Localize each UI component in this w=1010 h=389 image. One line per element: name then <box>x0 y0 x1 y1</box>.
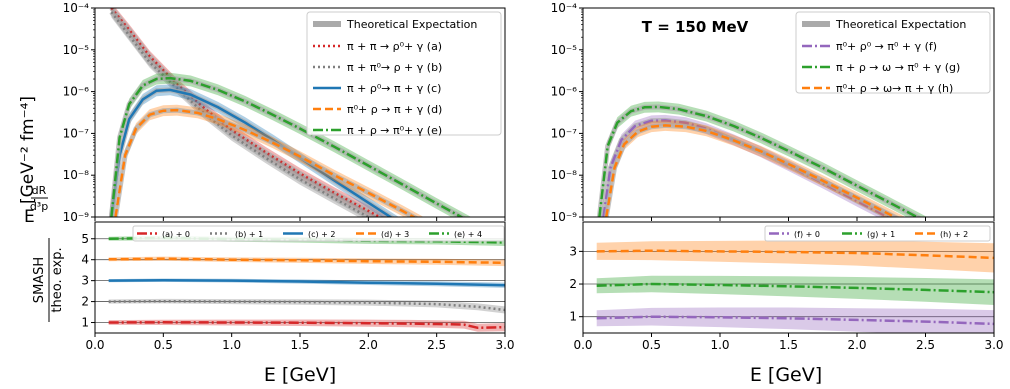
legend-label-e: π + ρ → π⁰+ γ (e) <box>347 124 442 137</box>
x-tick-label: 1.5 <box>290 338 309 352</box>
bottom-ylabel: SMASH theo. exp. <box>32 238 65 322</box>
plot-area <box>108 8 472 217</box>
series-line-(b) + 1 <box>108 299 505 312</box>
legend-box <box>764 225 991 242</box>
series-line-(d) + 3 <box>108 257 505 265</box>
legend-label-c: π + ρ⁰→ π + γ (c) <box>347 82 441 95</box>
x-tick-label: 2.0 <box>847 338 866 352</box>
series-line-(g) + 1 <box>596 282 994 294</box>
legend-box <box>132 225 505 242</box>
panel-top-left: 10⁻⁹ 10⁻⁸ 10⁻⁷ 10⁻⁶ 10⁻⁵ 10⁻⁴ Theoretical Expe… <box>63 1 506 224</box>
top-ylabel: E dR d³p [GeV⁻² fm⁻⁴] <box>18 96 48 227</box>
x-tick-label: 2.5 <box>427 338 446 352</box>
legend-label: (e) + 4 <box>454 230 482 239</box>
legend: Theoretical Expectation π⁰+ ρ⁰ → π⁰ + γ (… <box>795 11 991 95</box>
y-tick-label: 10⁻⁵ <box>551 43 578 57</box>
plot-area <box>596 240 994 333</box>
legend-label-g: π + ρ → ω → π⁰ + γ (g) <box>836 61 960 74</box>
plot-area <box>596 101 928 217</box>
series-line-g <box>598 105 920 217</box>
y-tick-label: 10⁻⁶ <box>551 85 578 99</box>
y-tick-label: 4 <box>81 253 89 267</box>
legend-label-b: π + π⁰→ ρ + γ (b) <box>347 61 442 74</box>
x-tick-label: 0.0 <box>573 338 592 352</box>
temperature-label: T = 150 MeV <box>642 18 749 36</box>
legend-label: (h) + 2 <box>940 230 968 239</box>
legend-label-h: π⁰+ ρ → ω→ π + γ (h) <box>836 82 953 95</box>
legend: (f) + 0 (g) + 1 (h) + 2 <box>764 225 991 242</box>
x-tick-label: 2.0 <box>359 338 378 352</box>
x-tick-label: 0.0 <box>85 338 104 352</box>
series-line-h <box>605 124 898 217</box>
series-line-c <box>110 88 393 217</box>
y-tick-label: 2 <box>569 277 577 291</box>
x-tick-label: 1.0 <box>222 338 241 352</box>
theory-line-a <box>109 8 385 217</box>
legend: (a) + 0 (b) + 1 (c) + 2 (d) + 3 (e) + 4 <box>132 225 505 242</box>
series-band-(b) + 1 <box>108 298 505 314</box>
y-tick-label: 10⁻⁷ <box>551 126 578 140</box>
legend-box <box>795 11 991 94</box>
legend-label: (c) + 2 <box>308 230 336 239</box>
y-tick-label: 2 <box>81 295 89 309</box>
legend-header: Theoretical Expectation <box>346 18 477 31</box>
panel-top-right: 10⁻⁹ 10⁻⁸ 10⁻⁷ 10⁻⁶ 10⁻⁵ 10⁻⁴ Theoretical Expe… <box>551 1 995 224</box>
series-band-(f) + 0 <box>596 307 994 333</box>
y-tick-label: 10⁻⁸ <box>551 168 578 182</box>
bottom-ylabel-line1: SMASH <box>32 257 47 303</box>
legend-label: (a) + 0 <box>162 230 190 239</box>
x-tick-label: 1.0 <box>710 338 729 352</box>
top-ylabel-frac-num: dR <box>32 184 47 197</box>
top-ylabel-frac-den: d³p <box>30 200 48 213</box>
x-tick-label: 3.0 <box>984 338 1003 352</box>
y-tick-label: 10⁻⁹ <box>63 210 90 224</box>
x-tick-label: 0.5 <box>154 338 173 352</box>
x-tick-label: 3.0 <box>495 338 514 352</box>
y-tick-label: 3 <box>569 244 577 258</box>
y-tick-label: 1 <box>569 310 577 324</box>
series-line-(c) + 2 <box>108 278 505 287</box>
y-tick-label: 10⁻⁶ <box>63 85 90 99</box>
x-label-left: E [GeV] <box>264 364 336 386</box>
x-tick-label: 0.5 <box>642 338 661 352</box>
theory-line-b <box>109 10 374 217</box>
panel-bottom-left: 0.0 0.5 1.0 1.5 2.0 2.5 3.0 1 2 3 4 5 (a) + 0 (b) + 1… <box>81 221 515 352</box>
legend-header: Theoretical Expectation <box>835 18 966 31</box>
legend-label: (g) + 1 <box>867 230 895 239</box>
top-ylabel-main: E <box>24 207 35 227</box>
y-tick-label: 1 <box>81 316 89 330</box>
x-label-right: E [GeV] <box>750 364 822 386</box>
series-line-(h) + 2 <box>596 249 994 260</box>
y-tick-label: 10⁻⁴ <box>63 1 90 15</box>
legend-box <box>306 11 502 136</box>
plot-area <box>108 235 505 332</box>
bottom-ylabel-line2: theo. exp. <box>50 247 65 312</box>
legend-label-d: π⁰+ ρ → π + γ (d) <box>347 103 442 116</box>
y-tick-label: 5 <box>81 232 89 246</box>
y-tick-label: 10⁻⁵ <box>63 43 90 57</box>
x-tick-label: 2.5 <box>916 338 935 352</box>
series-band-(h) + 2 <box>596 240 994 273</box>
y-tick-label: 10⁻⁸ <box>63 168 90 182</box>
legend-label: (b) + 1 <box>235 230 263 239</box>
series-line-e <box>110 76 464 217</box>
y-tick-label: 10⁻⁴ <box>551 1 578 15</box>
y-tick-label: 10⁻⁷ <box>63 126 90 140</box>
series-line-d <box>114 108 417 217</box>
top-ylabel-units: [GeV⁻² fm⁻⁴] <box>18 96 38 204</box>
legend-label-a: π + π → ρ⁰+ γ (a) <box>347 40 442 53</box>
series-band-(g) + 1 <box>596 275 994 305</box>
legend: Theoretical Expectation π + π → ρ⁰+ γ (a)… <box>306 11 502 137</box>
x-tick-label: 1.5 <box>779 338 798 352</box>
y-tick-label: 3 <box>81 274 89 288</box>
series-line-(f) + 0 <box>596 315 994 326</box>
panel-bottom-right: 0.0 0.5 1.0 1.5 2.0 2.5 3.0 1 2 3 (f) + 0 (g) + 1 (h… <box>569 221 1004 352</box>
series-line-(a) + 0 <box>108 321 505 330</box>
legend-label: (f) + 0 <box>794 230 820 239</box>
legend-label: (d) + 3 <box>381 230 409 239</box>
y-tick-label: 10⁻⁹ <box>551 210 578 224</box>
legend-label-f: π⁰+ ρ⁰ → π⁰ + γ (f) <box>836 40 937 53</box>
